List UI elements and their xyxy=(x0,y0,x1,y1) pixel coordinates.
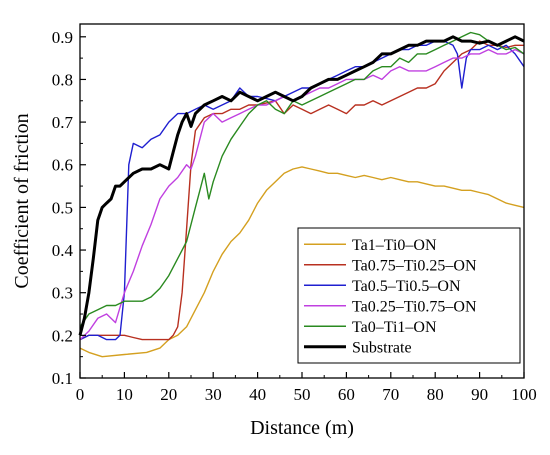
x-tick-label: 60 xyxy=(338,385,355,404)
x-tick-label: 90 xyxy=(471,385,488,404)
x-tick-label: 40 xyxy=(249,385,266,404)
legend-label: Ta1–Ti0–ON xyxy=(352,237,437,254)
y-tick-label: 0.5 xyxy=(52,198,73,217)
x-tick-label: 100 xyxy=(511,385,537,404)
series-line-1 xyxy=(79,40,524,341)
y-tick-label: 0.7 xyxy=(52,113,74,132)
x-tick-label: 20 xyxy=(160,385,177,404)
legend-label: Ta0–Ti1–ON xyxy=(352,319,437,336)
x-tick-label: 50 xyxy=(294,385,311,404)
x-tick-label: 30 xyxy=(205,385,222,404)
y-tick-label: 0.8 xyxy=(52,70,73,89)
y-tick-label: 0.3 xyxy=(52,284,73,303)
x-tick-label: 70 xyxy=(382,385,399,404)
x-axis-label: Distance (m) xyxy=(250,417,354,439)
y-tick-label: 0.6 xyxy=(52,156,73,175)
legend-label: Ta0.75–Ti0.25–ON xyxy=(352,257,477,274)
y-tick-label: 0.4 xyxy=(52,241,74,260)
x-tick-label: 80 xyxy=(427,385,444,404)
series-line-5 xyxy=(78,35,525,336)
legend-label: Ta0.25–Ti0.75–ON xyxy=(352,298,477,315)
ticks-layer: 0 10 20 30 40 50 60 70 80 90 100 0.1 0.2 0.3 0.4 0.5 0.6… xyxy=(52,28,537,404)
legend-label: Ta0.5–Ti0.5–ON xyxy=(352,278,461,295)
legend-box xyxy=(297,227,521,364)
legend: Ta1–Ti0–ON Ta0.75–Ti0.25–ON Ta0.5–Ti0.5–ON… xyxy=(297,227,521,364)
y-axis-label: Coefficient of friction xyxy=(11,113,33,288)
series-layer xyxy=(78,31,525,358)
legend-label: Substrate xyxy=(352,339,412,356)
series-line-0 xyxy=(79,166,525,358)
y-tick-label: 0.2 xyxy=(52,326,73,345)
series-line-2 xyxy=(79,40,525,341)
x-tick-label: 10 xyxy=(116,385,133,404)
x-tick-label: 0 xyxy=(76,385,85,404)
y-tick-label: 0.1 xyxy=(52,369,73,388)
y-tick-label: 0.9 xyxy=(52,28,73,47)
